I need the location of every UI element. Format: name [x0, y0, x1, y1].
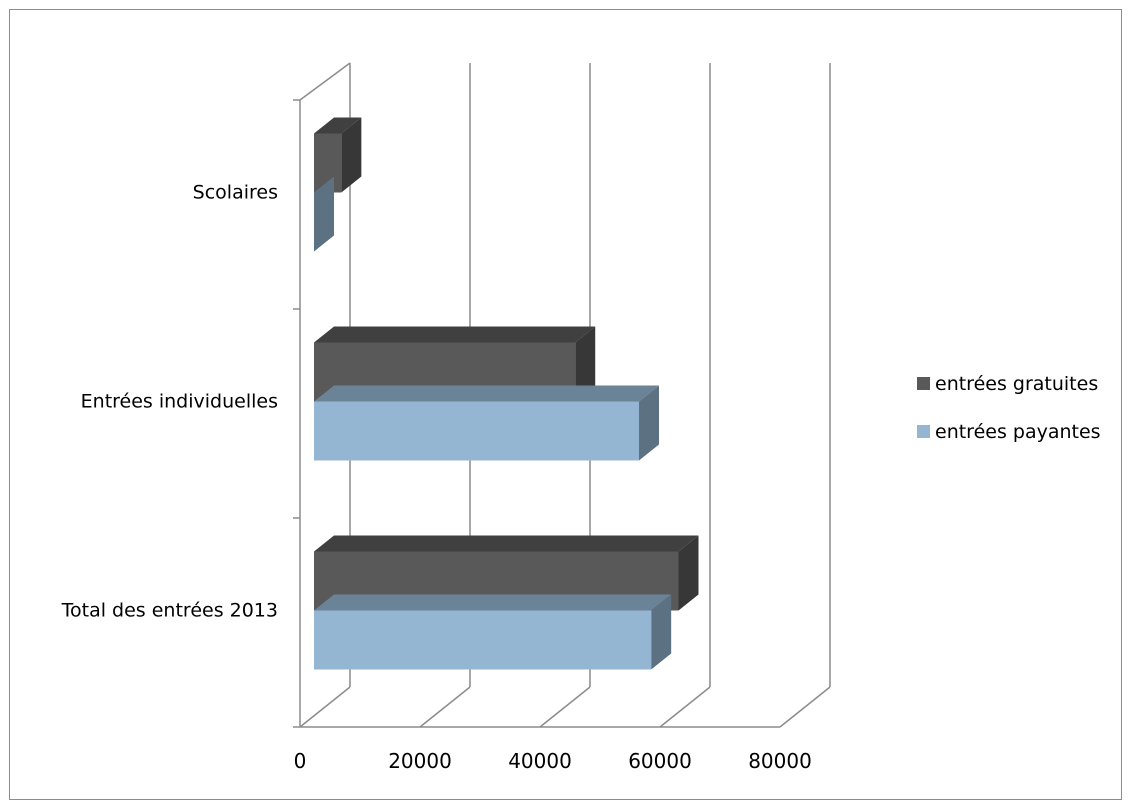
side-wall-top-edge — [300, 63, 350, 100]
x-tick-label: 60000 — [628, 749, 692, 773]
bar-entrees-gratuites-scolaires — [314, 118, 361, 193]
bars — [314, 118, 699, 670]
floor-gridline — [540, 687, 590, 727]
legend: entrées gratuites entrées payantes — [917, 373, 1101, 443]
x-axis-ticks: 0 20000 40000 60000 80000 — [294, 749, 812, 773]
bar-entrees-payantes-entrees-individuelles — [314, 386, 659, 461]
bar-front-face — [314, 402, 639, 461]
category-labels: Total des entrées 2013 Entrées individuel… — [61, 182, 278, 622]
x-tick-label: 0 — [294, 749, 307, 773]
bar-front-face — [314, 611, 651, 670]
x-tick-label: 40000 — [508, 749, 572, 773]
bar-entrees-payantes-total-des-entrees-2013 — [314, 595, 671, 670]
x-tick-label: 80000 — [748, 749, 812, 773]
floor-gridline — [420, 687, 470, 727]
legend-label-entrees-gratuites: entrées gratuites — [935, 373, 1098, 395]
category-label: Total des entrées 2013 — [61, 600, 278, 622]
bar-top-face — [314, 386, 659, 402]
legend-swatch-entrees-payantes — [917, 425, 930, 438]
legend-swatch-entrees-gratuites — [917, 377, 930, 390]
bar-top-face — [314, 595, 671, 611]
legend-label-entrees-payantes: entrées payantes — [935, 421, 1101, 443]
x-tick-label: 20000 — [388, 749, 452, 773]
floor-gridline — [780, 687, 830, 727]
floor-gridline — [300, 687, 350, 727]
category-label: Entrées individuelles — [81, 391, 278, 413]
floor-gridline — [660, 687, 710, 727]
bar-top-face — [314, 327, 595, 343]
category-label: Scolaires — [193, 182, 278, 204]
bar-top-face — [314, 536, 699, 552]
